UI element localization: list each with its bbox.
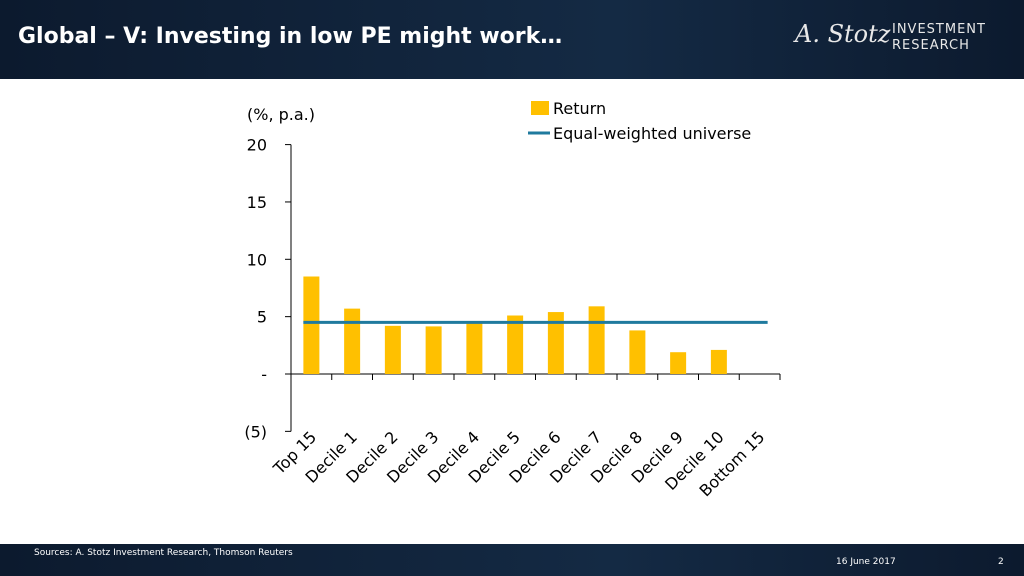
- bar-decile-4: [466, 323, 483, 374]
- logo-script: A. Stotz: [795, 20, 891, 48]
- slide-title: Global – V: Investing in low PE might wo…: [18, 24, 563, 49]
- legend-label-return: Return: [553, 99, 606, 118]
- legend-swatch-return: [531, 101, 549, 115]
- y-axis-label: (%, p.a.): [247, 105, 315, 124]
- bar-decile-2: [384, 325, 401, 374]
- slide-date: 16 June 2017: [836, 557, 896, 567]
- bar-decile-1: [344, 308, 361, 374]
- bar-decile-3: [425, 326, 442, 374]
- bar-decile-5: [507, 315, 524, 374]
- bar-decile-10: [710, 349, 727, 374]
- bar-top-15: [303, 276, 320, 374]
- footer-bar: [0, 544, 1024, 576]
- y-tick-label: 15: [247, 193, 267, 212]
- logo-text: INVESTMENT RESEARCH: [892, 22, 986, 54]
- logo: A. Stotz INVESTMENT RESEARCH: [795, 18, 1015, 60]
- header-bar: Global – V: Investing in low PE might wo…: [0, 0, 1024, 79]
- y-tick-label: (5): [244, 422, 267, 441]
- source-note: Sources: A. Stotz Investment Research, T…: [34, 548, 293, 558]
- bar-decile-8: [629, 330, 646, 374]
- page-number: 2: [998, 557, 1004, 567]
- y-tick-label: 5: [257, 308, 267, 327]
- bar-decile-7: [588, 306, 605, 374]
- bar-decile-9: [670, 352, 687, 374]
- y-tick-label: 10: [247, 250, 267, 269]
- legend-label-equal-weighted: Equal-weighted universe: [553, 124, 751, 143]
- bar-decile-6: [547, 312, 564, 374]
- logo-line2: RESEARCH: [892, 38, 970, 53]
- y-tick-label: -: [261, 365, 267, 384]
- y-tick-label: 20: [247, 136, 267, 155]
- logo-line1: INVESTMENT: [892, 22, 986, 37]
